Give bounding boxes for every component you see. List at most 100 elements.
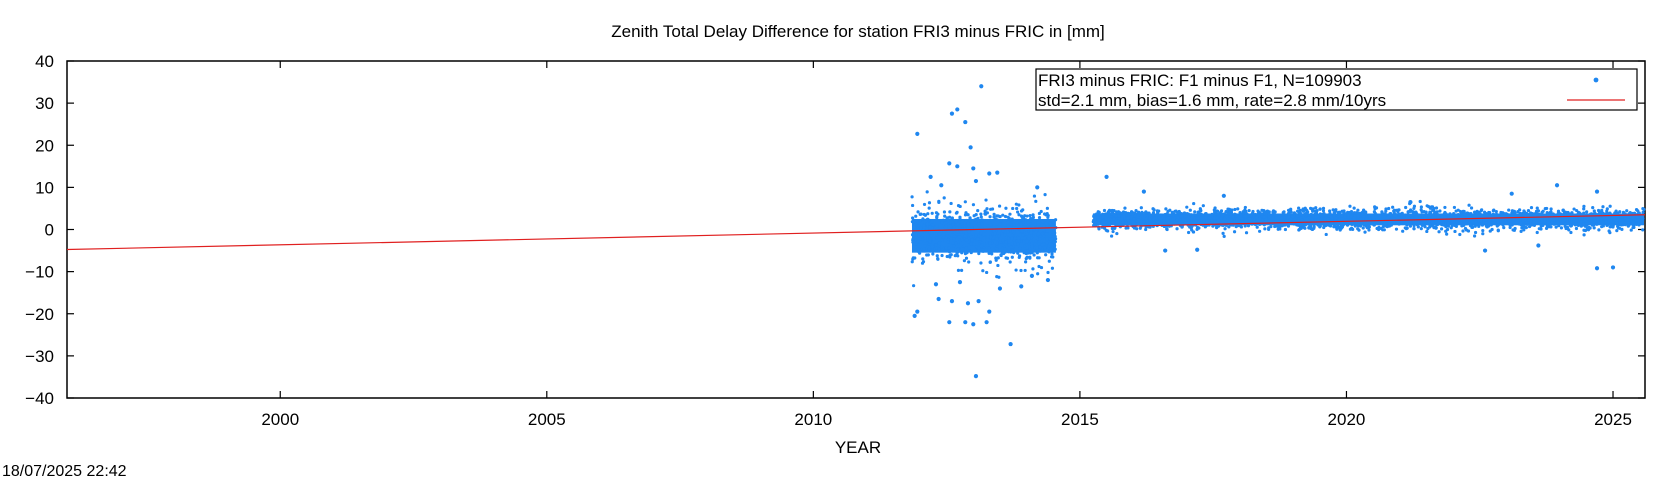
scatter-point (1205, 219, 1209, 224)
scatter-point (1284, 213, 1288, 217)
scatter-point (989, 223, 993, 227)
scatter-point (1033, 242, 1037, 246)
scatter-point (1013, 236, 1017, 240)
scatter-point (1364, 217, 1368, 221)
scatter-point (1263, 227, 1267, 231)
scatter-point (1204, 213, 1208, 217)
scatter-point (1308, 223, 1312, 227)
scatter-point (1496, 228, 1500, 232)
scatter-point (926, 253, 930, 257)
scatter-point (1391, 205, 1395, 209)
scatter-point (1096, 215, 1100, 219)
scatter-point (942, 232, 946, 236)
scatter-point (1639, 214, 1643, 219)
scatter-point (1322, 225, 1326, 230)
scatter-point (1391, 217, 1396, 221)
scatter-point (1213, 206, 1217, 210)
scatter-point (948, 253, 952, 257)
scatter-point (1470, 224, 1474, 228)
scatter-point (1001, 213, 1005, 217)
scatter-point (1256, 209, 1260, 213)
scatter-point (1003, 233, 1007, 237)
scatter-point (1488, 229, 1492, 233)
scatter-point (1179, 212, 1184, 216)
scatter-point (1628, 218, 1633, 222)
scatter-point (1579, 224, 1583, 228)
scatter-point (1151, 213, 1155, 217)
scatter-point (930, 230, 934, 235)
scatter-point (1373, 207, 1377, 211)
scatter-point (976, 208, 980, 213)
scatter-point (997, 234, 1001, 238)
scatter-point (1119, 211, 1124, 215)
scatter-point (1010, 241, 1014, 246)
scatter-point (1006, 250, 1010, 254)
scatter-point (947, 250, 952, 254)
scatter-point (976, 237, 980, 241)
scatter-point (1019, 268, 1023, 273)
scatter-point (1007, 246, 1011, 251)
scatter-point (1196, 212, 1200, 216)
scatter-point (1248, 217, 1252, 221)
scatter-point (1480, 223, 1485, 227)
scatter-point (944, 221, 949, 225)
scatter-point (1407, 213, 1411, 217)
scatter-point (1607, 219, 1611, 223)
scatter-point (1620, 227, 1624, 231)
scatter-point (1038, 235, 1042, 239)
scatter-point (1006, 223, 1010, 228)
scatter-point (1010, 233, 1015, 238)
scatter-point (1606, 222, 1610, 227)
scatter-point (1469, 206, 1474, 210)
scatter-point (1328, 211, 1332, 216)
scatter-point (1237, 216, 1242, 220)
scatter-point (1199, 208, 1203, 213)
scatter-point (1479, 209, 1483, 213)
scatter-outlier-point (987, 171, 992, 176)
scatter-point (1397, 222, 1401, 226)
scatter-point (1171, 217, 1176, 221)
scatter-point (1006, 220, 1010, 224)
scatter-point (1200, 216, 1205, 221)
scatter-point (1000, 231, 1004, 235)
scatter-point (1328, 209, 1332, 213)
scatter-point (1031, 218, 1035, 222)
scatter-point (1227, 225, 1231, 229)
scatter-point (1425, 229, 1429, 234)
scatter-outlier-point (1594, 266, 1600, 271)
scatter-point (1512, 228, 1516, 232)
scatter-point (1029, 231, 1033, 235)
scatter-point (1017, 239, 1021, 243)
scatter-point (977, 224, 981, 228)
scatter-point (1091, 220, 1095, 224)
scatter-point (1541, 209, 1545, 213)
scatter-point (1544, 226, 1549, 230)
scatter-point (1336, 210, 1341, 214)
scatter-point (1465, 222, 1469, 226)
scatter-point (1231, 214, 1235, 219)
scatter-point (1187, 220, 1191, 225)
scatter-point (910, 233, 915, 237)
scatter-point (1034, 239, 1038, 243)
scatter-point (1311, 214, 1315, 218)
y-tick-label: −30 (25, 347, 54, 366)
scatter-point (1320, 214, 1324, 218)
scatter-point (1010, 217, 1014, 221)
scatter-point (1531, 222, 1536, 226)
scatter-point (955, 226, 960, 230)
scatter-point (1246, 224, 1251, 228)
scatter-point (1034, 230, 1038, 234)
scatter-point (1197, 226, 1201, 230)
scatter-point (955, 230, 959, 234)
scatter-point (1585, 210, 1589, 214)
scatter-point (954, 241, 958, 245)
scatter-point (1462, 222, 1466, 226)
scatter-point (963, 252, 968, 256)
scatter-point (1592, 209, 1596, 213)
scatter-point (1292, 211, 1297, 215)
scatter-point (1534, 209, 1539, 213)
scatter-point (1260, 208, 1264, 212)
scatter-point (1458, 232, 1462, 237)
scatter-point (1046, 270, 1050, 275)
